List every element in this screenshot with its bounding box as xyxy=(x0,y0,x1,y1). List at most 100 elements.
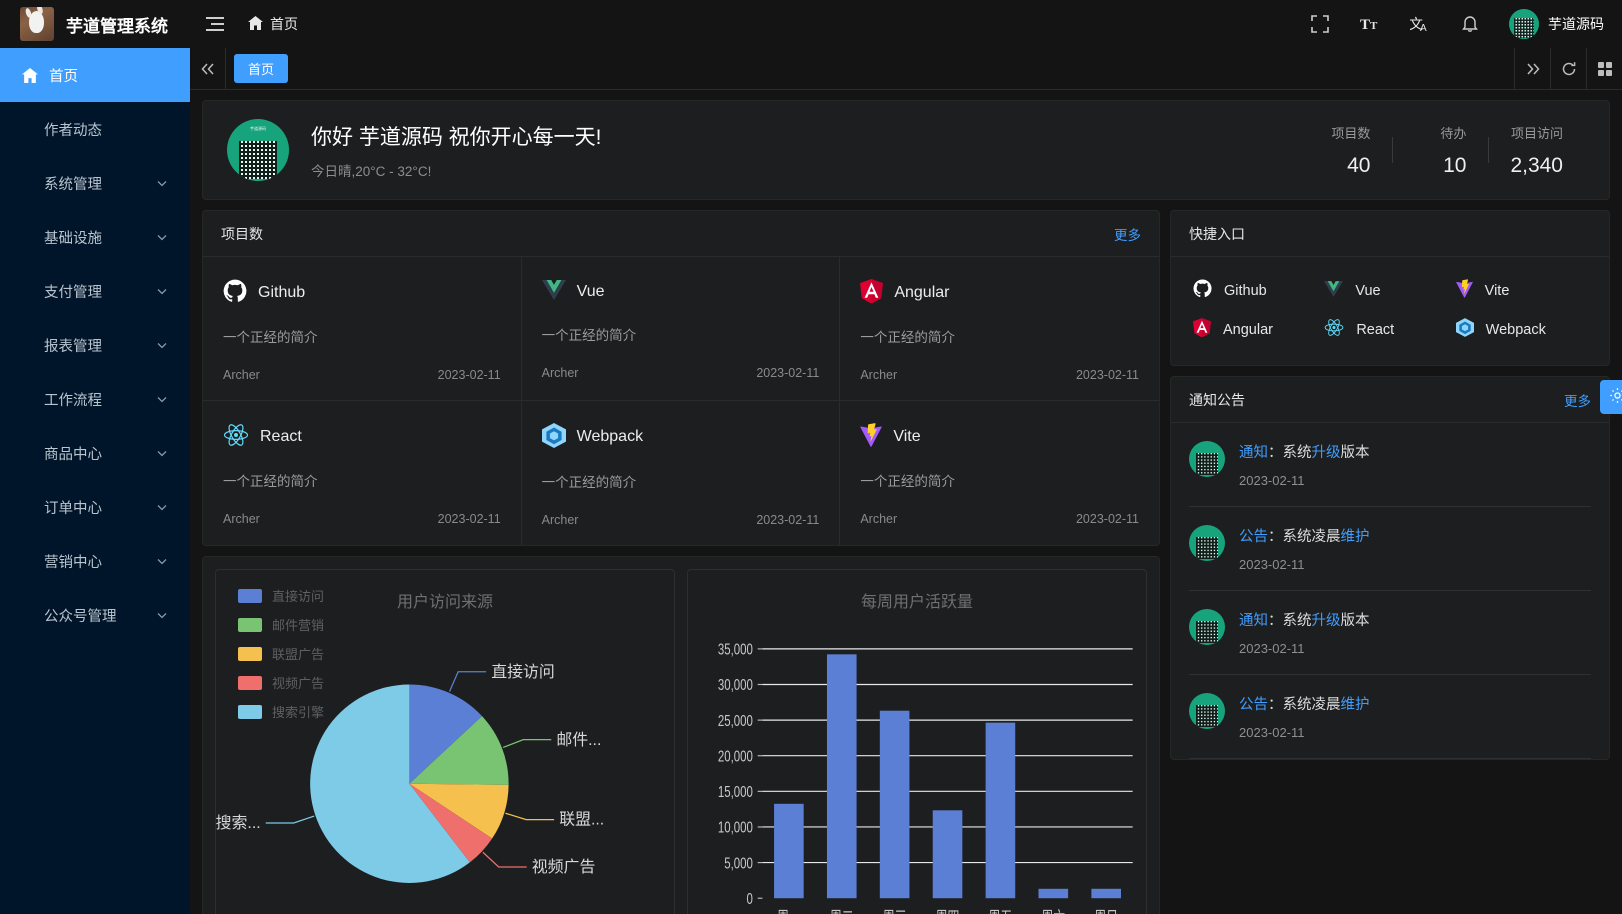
svg-text:文: 文 xyxy=(1410,16,1423,32)
sidebar-item-product-center[interactable]: 商品中心 xyxy=(0,426,190,480)
quick-entry-vite[interactable]: Vite xyxy=(1455,279,1587,302)
pie-label-line xyxy=(505,812,555,821)
bell-icon[interactable] xyxy=(1459,13,1481,35)
project-name: Vue xyxy=(576,282,605,300)
pie-label: 搜索... xyxy=(216,814,261,832)
pie-slice[interactable] xyxy=(310,684,470,883)
qr-avatar: 芋道源码 xyxy=(227,119,289,181)
project-card[interactable]: Webpack 一个正经的简介 Archer 2023-02-11 xyxy=(522,401,841,545)
legend-label: 视频广告 xyxy=(272,676,325,691)
refresh-icon[interactable] xyxy=(1550,48,1586,89)
projects-more-link[interactable]: 更多 xyxy=(1114,227,1141,243)
user-menu[interactable]: 芋道源码 xyxy=(1509,9,1604,39)
double-chevron-right-icon[interactable] xyxy=(1514,48,1550,89)
notice-title[interactable]: 通知：系统升级版本 xyxy=(1239,445,1370,461)
breadcrumb-home-label[interactable]: 首页 xyxy=(270,16,298,32)
settings-fab-button[interactable] xyxy=(1600,380,1622,414)
stat-value: 2,340 xyxy=(1510,153,1563,177)
x-tick-label: 周六 xyxy=(1041,908,1065,914)
project-author: Archer xyxy=(223,368,260,382)
sidebar-item-payment-management[interactable]: 支付管理 xyxy=(0,264,190,318)
bar[interactable] xyxy=(774,803,804,899)
notice-item[interactable]: 通知：系统升级版本 2023-02-11 xyxy=(1189,423,1591,507)
quick-entry-vue[interactable]: Vue xyxy=(1324,279,1455,302)
sidebar-item-infrastructure[interactable]: 基础设施 xyxy=(0,210,190,264)
bar[interactable] xyxy=(985,722,1016,899)
double-chevron-left-icon[interactable] xyxy=(190,48,226,89)
sidebar-item-marketing-center[interactable]: 营销中心 xyxy=(0,534,190,588)
bar[interactable] xyxy=(932,810,963,899)
quick-entry-webpack[interactable]: Webpack xyxy=(1455,318,1587,341)
sidebar-item-system-management[interactable]: 系统管理 xyxy=(0,156,190,210)
brand[interactable]: 芋道管理系统 xyxy=(0,7,190,41)
legend-item[interactable]: 搜索引擎 xyxy=(238,702,324,721)
sidebar-item-report-management[interactable]: 报表管理 xyxy=(0,318,190,372)
legend-item[interactable]: 邮件营销 xyxy=(238,615,324,634)
notices-more-link[interactable]: 更多 xyxy=(1564,393,1591,409)
legend-item[interactable]: 联盟广告 xyxy=(238,644,324,663)
pie-slice[interactable] xyxy=(409,684,483,784)
project-card[interactable]: Github 一个正经的简介 Archer 2023-02-11 xyxy=(203,257,522,401)
quick-entry-angular[interactable]: Angular xyxy=(1193,318,1324,341)
notice-title[interactable]: 通知：系统升级版本 xyxy=(1239,613,1370,629)
sidebar-item-label: 工作流程 xyxy=(44,392,102,409)
sidebar-item-label: 基础设施 xyxy=(44,230,102,247)
pie-label: 直接访问 xyxy=(491,663,555,681)
project-name: Angular xyxy=(894,283,950,301)
project-desc: 一个正经的简介 xyxy=(541,475,637,490)
fullscreen-icon[interactable] xyxy=(1309,13,1331,35)
bar[interactable] xyxy=(879,710,910,899)
stat-todo: 待办 10 xyxy=(1392,123,1488,178)
welcome-text: 你好 芋道源码 祝你开心每一天! 今日晴,20°C - 32°C! xyxy=(311,121,602,180)
project-card[interactable]: React 一个正经的简介 Archer 2023-02-11 xyxy=(203,401,522,545)
grid-layout-icon[interactable] xyxy=(1586,48,1622,89)
header-left-tools: 首页 xyxy=(204,13,298,35)
notices-list: 通知：系统升级版本 2023-02-11 公告：系统凌晨维护 2023-02-1… xyxy=(1171,423,1609,759)
quick-entry-react[interactable]: React xyxy=(1324,318,1455,341)
sidebar-item-workflow[interactable]: 工作流程 xyxy=(0,372,190,426)
pie-slice[interactable] xyxy=(409,783,493,863)
pie-slice[interactable] xyxy=(409,716,509,785)
notice-item[interactable]: 公告：系统凌晨维护 2023-02-11 xyxy=(1189,507,1591,591)
bar[interactable] xyxy=(1091,888,1122,899)
quick-entry-label: Github xyxy=(1224,282,1267,299)
project-name: Webpack xyxy=(576,428,644,445)
sidebar: 首页 作者动态 系统管理 基础设施 支付管理 报表管理 工作流程 xyxy=(0,48,190,914)
sidebar-item-home[interactable]: 首页 xyxy=(0,48,190,102)
sidebar-item-author-news[interactable]: 作者动态 xyxy=(0,102,190,156)
notice-title[interactable]: 公告：系统凌晨维护 xyxy=(1239,529,1370,545)
bar[interactable] xyxy=(1038,888,1069,899)
tab-home[interactable]: 首页 xyxy=(234,54,289,83)
project-desc: 一个正经的简介 xyxy=(541,328,637,343)
bar-chart-title: 每周用户活跃量 xyxy=(860,594,973,611)
chevron-down-icon xyxy=(156,393,168,405)
sidebar-item-order-center[interactable]: 订单中心 xyxy=(0,480,190,534)
legend-item[interactable]: 直接访问 xyxy=(238,586,324,605)
project-desc: 一个正经的简介 xyxy=(223,474,318,489)
sidebar-item-label: 公众号管理 xyxy=(44,608,117,625)
quick-entry-github[interactable]: Github xyxy=(1193,279,1324,302)
sidebar-item-official-account[interactable]: 公众号管理 xyxy=(0,588,190,642)
notice-title[interactable]: 公告：系统凌晨维护 xyxy=(1239,697,1370,713)
legend-swatch xyxy=(238,588,262,603)
notice-item[interactable]: 公告：系统凌晨维护 2023-02-11 xyxy=(1189,675,1591,759)
notice-item[interactable]: 通知：系统升级版本 2023-02-11 xyxy=(1189,591,1591,675)
svg-text:T: T xyxy=(1370,20,1378,32)
project-card[interactable]: Vue 一个正经的简介 Archer 2023-02-11 xyxy=(521,257,841,401)
stat-visits: 项目访问 2,340 xyxy=(1488,123,1585,178)
bar[interactable] xyxy=(826,654,857,899)
legend-item[interactable]: 视频广告 xyxy=(238,673,324,692)
hamburger-icon[interactable] xyxy=(204,13,226,35)
project-card[interactable]: Vite 一个正经的简介 Archer 2023-02-11 xyxy=(840,401,1159,545)
project-card[interactable]: Angular 一个正经的简介 Archer 2023-02-11 xyxy=(840,257,1159,401)
project-date: 2023-02-11 xyxy=(437,368,501,382)
y-tick-label: 25,000 xyxy=(718,712,753,729)
y-tick-label: 0 xyxy=(747,890,753,907)
tab-tools xyxy=(1514,48,1622,89)
pie-slice[interactable] xyxy=(409,783,509,839)
quick-entry-card: 快捷入口 Github Vue xyxy=(1170,210,1610,366)
project-date: 2023-02-11 xyxy=(756,513,820,527)
